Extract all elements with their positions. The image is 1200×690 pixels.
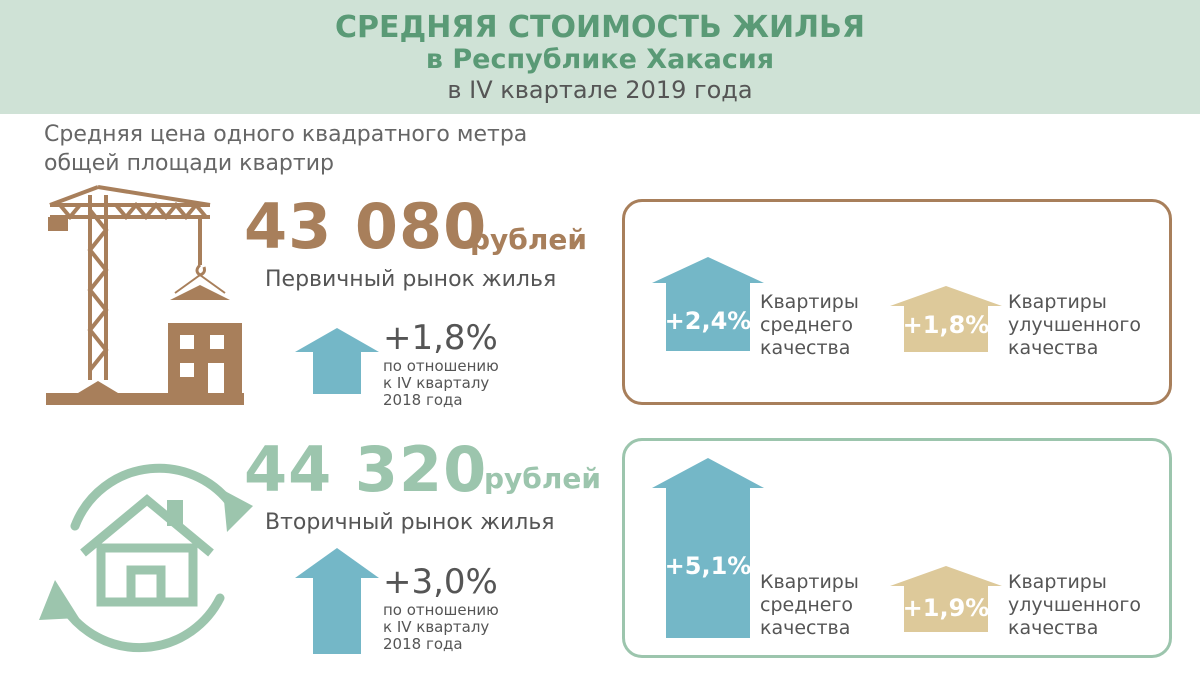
primary-rel-3: 2018 года (383, 391, 463, 409)
subtitle-line2: общей площади квартир (44, 151, 334, 176)
header-banner: СРЕДНЯЯ СТОИМОСТЬ ЖИЛЬЯ в Республике Хак… (0, 0, 1200, 114)
subtitle-line1: Средняя цена одного квадратного метра (44, 122, 528, 147)
secondary-improved-pct: +1,9% (902, 594, 990, 622)
secondary-improved-l2: улучшенного (1008, 594, 1142, 616)
secondary-rel-2: к IV кварталу (383, 618, 490, 636)
primary-price: 43 080 (244, 190, 488, 263)
page-title-period: в IV квартале 2019 года (447, 76, 753, 104)
primary-medium-arrow-icon (652, 257, 764, 351)
primary-improved-pct: +1,8% (902, 311, 990, 339)
house-cycle-icon (39, 463, 253, 653)
secondary-rel-1: по отношению (383, 601, 499, 619)
secondary-medium-l2: среднего (760, 594, 854, 616)
primary-medium-l3: качества (760, 337, 851, 359)
secondary-medium-l1: Квартиры (760, 571, 859, 593)
crane-building-icon (46, 185, 244, 405)
primary-medium-l2: среднего (760, 314, 854, 336)
primary-improved-l2: улучшенного (1008, 314, 1142, 336)
primary-change: +1,8% (383, 318, 498, 358)
secondary-quality-panel (622, 438, 1172, 658)
secondary-improved-arrow-icon (890, 566, 1002, 632)
secondary-market-label: Вторичный рынок жилья (265, 510, 555, 535)
primary-quality-panel (622, 199, 1172, 405)
secondary-rel-3: 2018 года (383, 635, 463, 653)
primary-improved-arrow-icon (890, 286, 1002, 352)
secondary-change: +3,0% (383, 562, 498, 602)
primary-improved-l1: Квартиры (1008, 291, 1107, 313)
primary-improved-l3: качества (1008, 337, 1099, 359)
secondary-medium-pct: +5,1% (664, 552, 752, 580)
secondary-improved-l3: качества (1008, 617, 1099, 639)
secondary-unit: рублей (484, 462, 601, 495)
secondary-improved-l1: Квартиры (1008, 571, 1107, 593)
secondary-price: 44 320 (244, 433, 488, 506)
secondary-up-arrow-icon (295, 548, 379, 654)
primary-unit: рублей (470, 223, 587, 256)
page-title-region: в Республике Хакасия (425, 44, 775, 75)
primary-medium-pct: +2,4% (664, 307, 752, 335)
primary-up-arrow-icon (295, 328, 379, 394)
secondary-medium-arrow-icon (652, 458, 764, 638)
page-title: СРЕДНЯЯ СТОИМОСТЬ ЖИЛЬЯ (335, 10, 865, 45)
secondary-medium-l3: качества (760, 617, 851, 639)
primary-medium-l1: Квартиры (760, 291, 859, 313)
primary-market-label: Первичный рынок жилья (265, 267, 557, 292)
primary-rel-1: по отношению (383, 357, 499, 375)
primary-rel-2: к IV кварталу (383, 374, 490, 392)
